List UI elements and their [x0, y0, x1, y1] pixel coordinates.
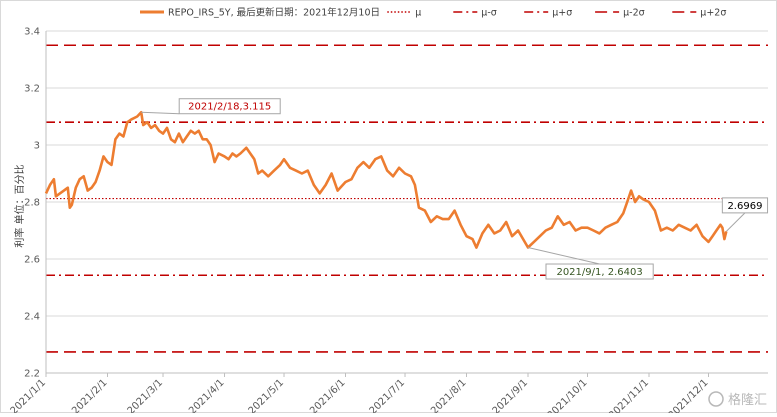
- legend-label: μ-2σ: [623, 8, 645, 19]
- watermark-text: 格隆汇: [728, 392, 767, 408]
- y-axis-title: 利率 单位：百分比: [13, 164, 26, 247]
- series-line: [44, 110, 728, 249]
- y-tick-label: 2.2: [24, 369, 40, 380]
- y-tick-label: 3.2: [24, 84, 40, 95]
- reference-lines: [46, 44, 768, 353]
- annotation-leader: [141, 111, 180, 115]
- annotation-leader: [527, 247, 600, 265]
- y-tick-label: 3.4: [24, 27, 40, 38]
- annotation-label: 2021/9/1, 2.6403: [556, 267, 642, 278]
- legend-label: μ+2σ: [700, 8, 726, 19]
- annotation-leader: [725, 212, 746, 232]
- watermark: 格隆汇: [708, 391, 767, 408]
- legend-label: μ: [415, 8, 421, 19]
- series-layer: [44, 110, 728, 249]
- legend-label: μ+σ: [552, 8, 572, 19]
- watermark-logo-icon: [708, 391, 724, 407]
- annotation-box: [178, 98, 281, 115]
- annotation-label: 2.6969: [727, 201, 762, 212]
- annotation-box: [721, 197, 769, 214]
- y-tick-label: 2.8: [24, 198, 40, 209]
- annotations: 2021/2/18,3.115 2021/9/1, 2.6403 2.6969: [141, 98, 769, 280]
- y-tick-label: 2.6: [24, 255, 40, 266]
- annotation-box: [545, 263, 654, 280]
- y-tick-label: 2.4: [24, 312, 40, 323]
- y-tick-label: 3: [34, 141, 40, 152]
- annotation-label: 2021/2/18,3.115: [188, 102, 271, 113]
- gridlines: [46, 30, 768, 374]
- legend: REPO_IRS_5Y, 最后更新日期：2021年12月10日 μ μ-σ μ+σ μ-…: [140, 7, 726, 19]
- legend-label: REPO_IRS_5Y, 最后更新日期：2021年12月10日: [168, 7, 380, 19]
- legend-label: μ-σ: [481, 8, 497, 19]
